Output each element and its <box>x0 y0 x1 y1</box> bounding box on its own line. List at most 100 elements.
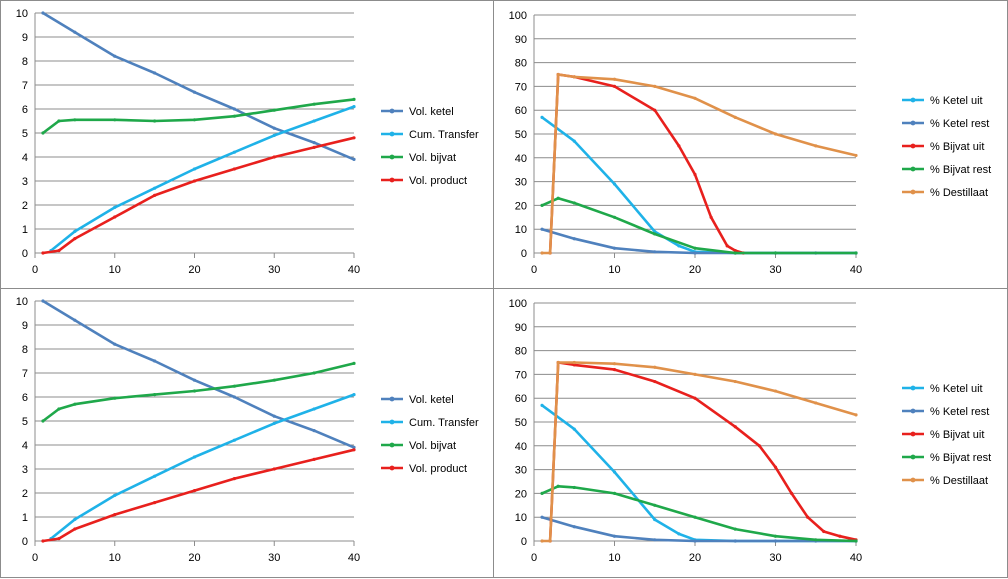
x-tick-label: 10 <box>109 552 121 564</box>
data-point <box>312 145 316 149</box>
data-point <box>709 215 713 219</box>
chart-svg-bottom-left: 0 1 2 3 4 5 6 7 8 9 10 0 10 20 30 40 Vol. ketel Cum. Tran… <box>16 296 479 564</box>
data-point <box>572 363 576 367</box>
data-point <box>677 532 681 536</box>
series-line-4 <box>540 361 858 543</box>
legend-label: % Ketel rest <box>930 118 989 130</box>
data-point <box>725 244 729 248</box>
data-point <box>854 153 858 158</box>
data-point <box>41 11 45 15</box>
data-point <box>612 362 617 366</box>
series-line-3 <box>41 448 356 543</box>
legend-marker <box>389 442 395 448</box>
chart-svg-top-right: 0 10 20 30 40 50 60 70 80 90 100 0 10 20 30 40 % Ketel u… <box>509 10 992 276</box>
data-point <box>153 393 157 397</box>
data-point <box>693 251 697 255</box>
data-point <box>352 105 356 109</box>
legend-marker <box>389 396 395 402</box>
legend-marker <box>910 97 916 103</box>
data-point <box>572 201 576 205</box>
data-point <box>733 115 737 119</box>
data-point <box>693 172 697 177</box>
data-point <box>57 249 61 253</box>
data-point <box>73 527 77 531</box>
data-point <box>556 196 560 200</box>
data-point <box>57 537 61 541</box>
data-point <box>272 421 276 425</box>
y-tick-label: 40 <box>515 153 527 165</box>
data-point <box>814 538 818 542</box>
y-tick-label: 10 <box>515 224 527 236</box>
data-point <box>312 141 316 145</box>
data-point <box>693 396 697 400</box>
y-tick-label: 2 <box>22 200 28 212</box>
data-point <box>57 119 61 123</box>
data-point <box>113 215 117 219</box>
data-point <box>41 419 45 423</box>
data-point <box>540 227 544 231</box>
data-point <box>192 378 197 382</box>
legend-marker <box>910 120 916 126</box>
x-tick-label: 10 <box>109 264 121 276</box>
legend-label: Cum. Transfer <box>409 129 479 141</box>
data-point <box>352 136 356 140</box>
series-line-1 <box>540 515 858 543</box>
data-point <box>572 75 576 79</box>
series-line-2 <box>548 361 858 543</box>
data-point <box>693 539 697 543</box>
chart-svg-bottom-right: 0 10 20 30 40 50 60 70 80 90 100 0 10 20 30 40 % Ketel u… <box>509 298 992 564</box>
y-tick-label: 50 <box>515 417 527 429</box>
y-tick-label: 70 <box>515 81 527 93</box>
data-point <box>153 71 157 75</box>
data-point <box>556 72 560 77</box>
legend-marker <box>389 419 395 425</box>
data-point <box>838 534 842 538</box>
data-point <box>73 237 77 241</box>
legend-label: Vol. product <box>409 175 467 187</box>
legend-marker <box>389 131 395 137</box>
data-point <box>272 155 276 159</box>
x-tick-label: 20 <box>689 552 701 564</box>
legend-marker <box>389 177 395 183</box>
y-tick-label: 3 <box>22 464 28 476</box>
data-point <box>612 77 617 81</box>
data-point <box>312 457 316 461</box>
data-point <box>113 493 117 497</box>
series-line-3 <box>540 197 858 255</box>
data-point <box>733 249 737 253</box>
data-point <box>232 150 236 154</box>
legend-label: % Bijvat rest <box>930 452 991 464</box>
chart-bottom-right: 0 10 20 30 40 50 60 70 80 90 100 0 10 20 30 40 % Ketel u… <box>493 288 1008 578</box>
data-point <box>653 250 657 254</box>
data-point <box>312 429 316 433</box>
data-point <box>272 378 276 382</box>
y-tick-label: 80 <box>515 58 527 70</box>
y-tick-label: 60 <box>515 105 527 117</box>
y-tick-label: 9 <box>22 320 28 332</box>
data-point <box>73 318 77 322</box>
data-point <box>814 401 818 405</box>
data-point <box>192 167 197 171</box>
data-point <box>153 501 157 505</box>
data-point <box>41 539 45 543</box>
data-point <box>773 534 778 538</box>
data-point <box>773 251 778 255</box>
legend-marker <box>910 143 916 149</box>
data-point <box>540 115 544 119</box>
data-point <box>192 489 197 493</box>
x-tick-label: 30 <box>769 264 781 276</box>
data-point <box>548 539 552 543</box>
y-tick-label: 1 <box>22 512 28 524</box>
legend-label: % Ketel rest <box>930 406 989 418</box>
series-line-3 <box>540 485 858 543</box>
data-point <box>773 389 778 393</box>
y-tick-label: 60 <box>515 393 527 405</box>
data-point <box>572 237 576 241</box>
legend-label: Vol. bijvat <box>409 152 456 164</box>
series-line-2 <box>41 98 356 135</box>
series-line-0 <box>540 404 858 543</box>
legend-marker <box>389 465 395 471</box>
y-tick-label: 3 <box>22 176 28 188</box>
data-point <box>653 503 657 507</box>
y-tick-label: 10 <box>515 512 527 524</box>
